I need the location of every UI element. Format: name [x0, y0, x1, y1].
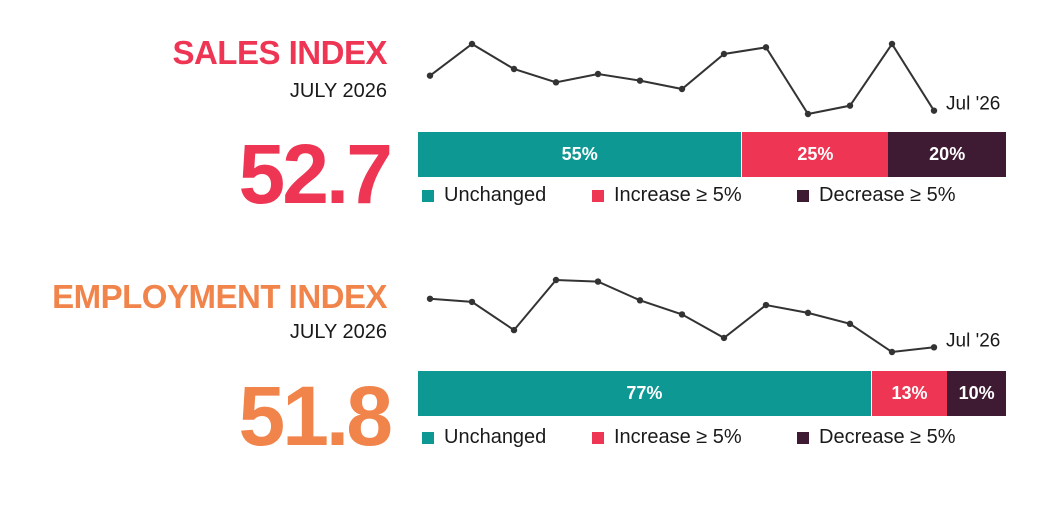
sales-index-panel: SALES INDEX JULY 2026 52.7 Jul '26 55% 2… [0, 0, 1052, 240]
employment-sparkline-label: Jul '26 [946, 330, 1000, 351]
employment-legend: Unchanged Increase ≥ 5% Decrease ≥ 5% [422, 426, 956, 449]
employment-sparkline-point [804, 309, 812, 317]
sales-bar-unchanged-label: 55% [561, 144, 598, 164]
employment-sparkline-point [636, 297, 644, 304]
legend-label: Decrease ≥ 5% [819, 184, 956, 206]
employment-bar-increase: 13% [870, 371, 948, 416]
employment-sparkline-point [510, 326, 518, 334]
employment-sparkline: Jul '26 [426, 276, 1000, 356]
sales-sparkline: Jul '26 [426, 40, 1000, 118]
legend-item-increase: Increase ≥ 5% [592, 426, 797, 449]
sales-sparkline-line [429, 42, 935, 116]
sales-sparkline-point [636, 77, 644, 84]
sales-sparkline-point [510, 65, 518, 73]
sales-legend: Unchanged Increase ≥ 5% Decrease ≥ 5% [422, 184, 956, 207]
legend-item-decrease: Decrease ≥ 5% [797, 426, 956, 449]
legend-label: Unchanged [444, 184, 547, 206]
employment-bar-decrease: 10% [947, 371, 1006, 416]
employment-index-value: 51.8 [238, 369, 393, 463]
sales-sparkline-point [762, 44, 770, 51]
sales-bar-increase: 25% [741, 132, 889, 177]
sales-bar-decrease-label: 20% [929, 144, 966, 164]
employment-index-date: JULY 2026 [289, 321, 387, 343]
employment-bar-decrease-label: 10% [958, 383, 995, 403]
legend-item-decrease: Decrease ≥ 5% [797, 184, 956, 207]
employment-sparkline-point [426, 295, 434, 302]
employment-sparkline-point [594, 278, 602, 285]
legend-label: Decrease ≥ 5% [819, 426, 956, 448]
employment-bar-unchanged: 77% [418, 371, 871, 416]
employment-sparkline-point [720, 334, 728, 342]
legend-item-increase: Increase ≥ 5% [592, 184, 797, 207]
sales-stacked-bar: 55% 25% 20% [418, 132, 1006, 177]
legend-item-unchanged: Unchanged [422, 184, 592, 207]
employment-index-panel: EMPLOYMENT INDEX JULY 2026 51.8 Jul '26 … [0, 242, 1052, 482]
employment-sparkline-point [678, 311, 686, 318]
legend-swatch-unchanged [422, 431, 434, 444]
employment-stacked-bar: 77% 13% 10% [418, 371, 1006, 416]
sales-sparkline-label: Jul '26 [946, 94, 1000, 115]
sales-index-title: SALES INDEX [172, 34, 387, 71]
sales-bar-increase-label: 25% [797, 144, 834, 164]
sales-sparkline-point [552, 79, 560, 86]
sales-sparkline-point [930, 107, 938, 114]
employment-sparkline-point [762, 301, 770, 309]
legend-swatch-unchanged [422, 189, 434, 202]
employment-sparkline-point [930, 344, 938, 351]
sales-index-date: JULY 2026 [289, 80, 387, 102]
employment-sparkline-point [888, 348, 896, 356]
sales-bar-decrease: 20% [888, 132, 1006, 177]
legend-swatch-decrease [797, 189, 809, 202]
sales-sparkline-point [846, 102, 854, 109]
sales-sparkline-point [678, 85, 686, 93]
legend-label: Increase ≥ 5% [614, 184, 742, 206]
sales-sparkline-point [468, 40, 476, 48]
employment-bar-unchanged-label: 77% [626, 383, 663, 403]
legend-label: Increase ≥ 5% [614, 426, 742, 448]
sales-sparkline-point [426, 72, 434, 79]
employment-sparkline-point [468, 298, 476, 306]
sales-sparkline-point [804, 110, 812, 118]
employment-index-title: EMPLOYMENT INDEX [52, 278, 387, 315]
sales-bar-unchanged: 55% [418, 132, 742, 177]
legend-swatch-increase [592, 431, 604, 444]
sales-sparkline-point [594, 70, 602, 78]
sales-sparkline-point [888, 40, 896, 48]
legend-item-unchanged: Unchanged [422, 426, 592, 449]
sales-sparkline-point [720, 50, 728, 58]
employment-bar-increase-label: 13% [891, 383, 928, 403]
sales-index-value: 52.7 [238, 127, 393, 221]
legend-label: Unchanged [444, 426, 547, 448]
employment-sparkline-point [552, 276, 560, 284]
legend-swatch-increase [592, 189, 604, 202]
legend-swatch-decrease [797, 431, 809, 444]
employment-sparkline-point [846, 320, 854, 328]
